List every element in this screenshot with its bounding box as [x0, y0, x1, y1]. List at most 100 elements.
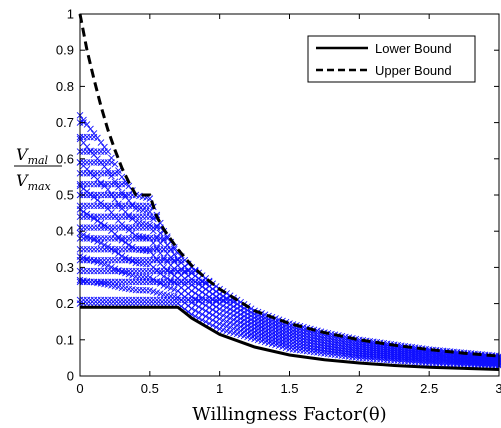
scatter-point	[87, 202, 94, 210]
scatter-point	[87, 159, 94, 166]
scatter-point	[209, 290, 217, 298]
scatter-point	[279, 324, 286, 331]
y-den-letter: V	[16, 171, 29, 190]
scatter-point	[216, 290, 223, 298]
scatter-point	[143, 267, 150, 275]
scatter-point	[191, 267, 199, 275]
y-tick-label: 0.1	[56, 332, 74, 347]
scatter-point	[136, 202, 143, 210]
scatter-point	[97, 191, 105, 199]
y-tick-label: 1	[67, 7, 74, 22]
scatter-point	[80, 208, 87, 216]
y-axis-label-denominator: Vmax	[16, 171, 52, 193]
legend-box	[307, 35, 476, 83]
y-tick-label: 0.8	[56, 79, 74, 94]
scatter-point	[275, 326, 283, 333]
scatter-point	[125, 278, 133, 286]
scatter-point	[94, 191, 101, 199]
scatter-point	[143, 213, 150, 221]
scatter-point	[111, 248, 119, 255]
scatter-point	[83, 159, 91, 166]
scatter-point	[275, 322, 283, 330]
scatter-point	[125, 226, 133, 234]
x-tick-label: 1	[216, 381, 223, 396]
scatter-point	[94, 134, 101, 142]
scatter-point	[83, 267, 91, 275]
scatter-point	[108, 278, 115, 286]
y-tick-label: 0.4	[56, 224, 74, 239]
scatter-point	[97, 169, 105, 177]
scatter-point	[115, 278, 122, 286]
scatter-point	[104, 186, 112, 193]
scatter-point	[118, 213, 126, 221]
y-tick-label: 0.6	[56, 151, 74, 166]
scatter-point	[118, 245, 126, 253]
scatter-point	[156, 229, 164, 237]
y-den-subscript: max	[28, 180, 52, 193]
scatter-point	[212, 308, 220, 316]
scatter-point	[90, 267, 98, 275]
scatter-point	[101, 191, 108, 199]
scatter-point	[143, 202, 150, 210]
y-tick-label: 0	[67, 369, 74, 384]
scatter-point	[129, 256, 136, 264]
scatter-point	[156, 280, 164, 287]
scatter-point	[132, 213, 140, 221]
scatter-point	[80, 148, 87, 155]
scatter-point	[115, 180, 122, 188]
y-axis-label-numerator: Vmal	[16, 145, 49, 167]
scatter-point	[136, 213, 143, 221]
scatter-point	[97, 256, 105, 264]
scatter-point	[108, 169, 115, 177]
scatter-point	[170, 251, 178, 258]
scatter-point	[101, 213, 108, 221]
scatter-point	[212, 298, 220, 305]
scatter-point	[104, 167, 112, 174]
scatter-point	[94, 169, 101, 177]
y-tick-label: 0.2	[56, 296, 74, 311]
scatter-point	[150, 276, 157, 283]
scatter-point	[90, 256, 98, 264]
scatter-point	[108, 202, 115, 210]
scatter-point	[272, 325, 279, 332]
x-tick-label: 3	[495, 381, 501, 396]
scatter-point	[80, 185, 87, 193]
scatter-point	[167, 284, 175, 292]
scatter-point	[212, 303, 220, 311]
scatter-point	[97, 139, 105, 146]
scatter-point	[83, 210, 91, 218]
scatter-point	[90, 236, 98, 244]
scatter-point	[118, 180, 126, 188]
scatter-point	[122, 245, 129, 253]
scatter-point	[167, 269, 175, 277]
scatter-point	[282, 325, 290, 332]
scatter-point	[136, 267, 143, 275]
scatter-point	[104, 243, 112, 250]
x-axis-label: Willingness Factor(θ)	[192, 404, 386, 425]
scatter-point	[209, 285, 217, 293]
scatter-point	[118, 267, 126, 275]
scatter-point	[115, 250, 122, 258]
scatter-point	[160, 273, 168, 280]
scatter-point	[80, 267, 87, 275]
scatter-point	[129, 229, 136, 237]
scatter-point	[125, 267, 133, 275]
scatter-point	[87, 245, 94, 253]
axis-ticks: 0 0.5 1 1.5 2 2.5 3 0 0.1 0.2 0.3 0.4 0.5 0.6 0.7 0.8 0.…	[56, 7, 501, 397]
chart-marks	[76, 112, 501, 370]
scatter-point	[80, 159, 87, 166]
scatter-point	[153, 235, 161, 242]
scatter-point	[272, 318, 279, 326]
scatter-point	[108, 224, 115, 231]
scatter-point	[122, 202, 129, 210]
x-tick-label: 2	[356, 381, 363, 396]
scatter-point	[122, 278, 129, 286]
scatter-point	[94, 224, 101, 231]
scatter-point	[94, 267, 101, 275]
scatter-point	[80, 202, 87, 210]
scatter-point	[90, 193, 98, 201]
scatter-point	[139, 267, 147, 275]
scatter-point	[268, 323, 276, 331]
lower-bound-line	[80, 305, 500, 371]
y-num-subscript: mal	[28, 154, 49, 167]
